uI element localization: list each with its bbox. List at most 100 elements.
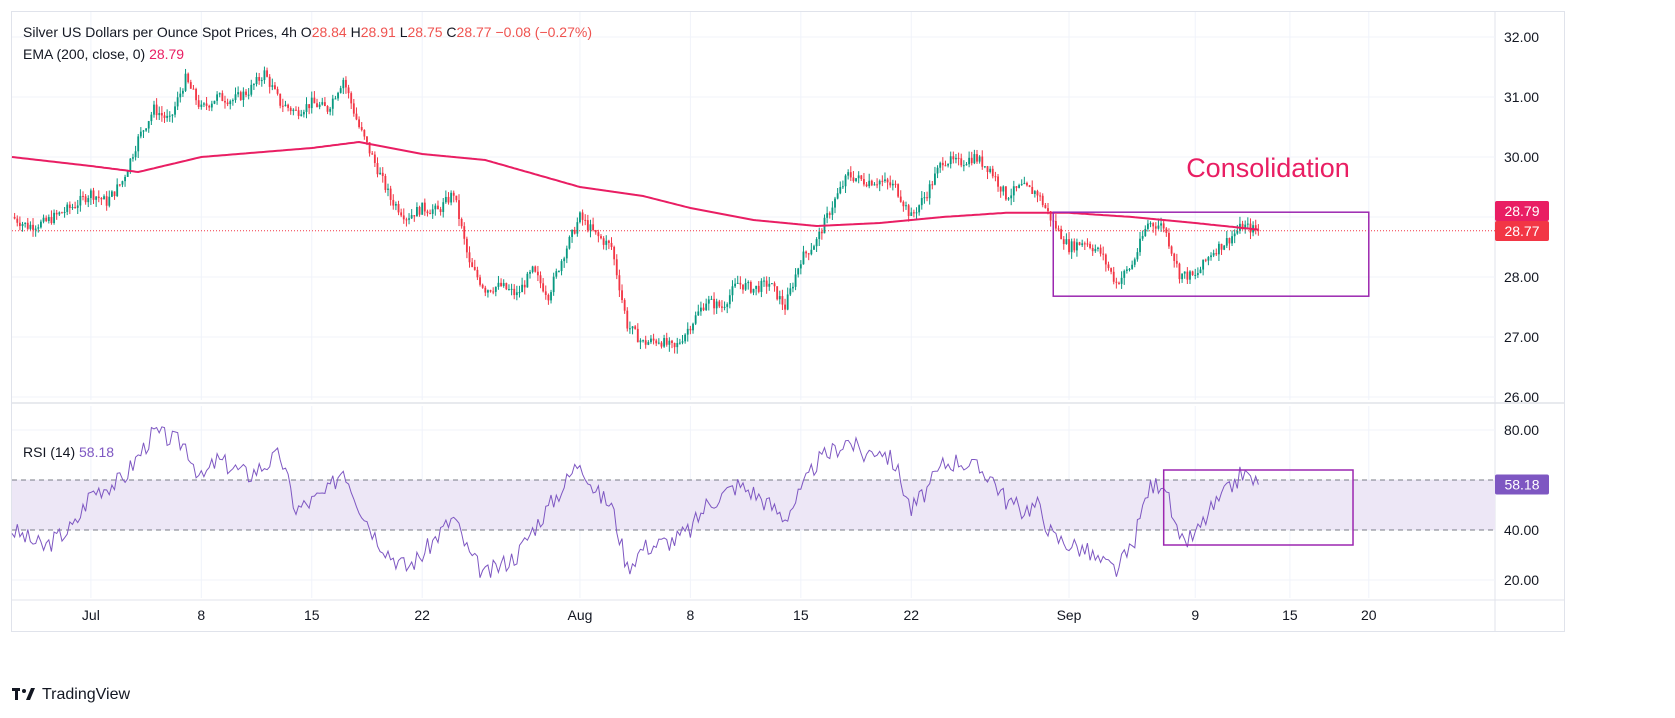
candle-body (618, 275, 621, 291)
candle-body (565, 248, 568, 259)
candle-body (684, 334, 687, 342)
candle (1039, 192, 1042, 202)
candle (721, 300, 723, 313)
candle-body (831, 207, 834, 215)
candle-body (276, 89, 279, 94)
candle-body (692, 323, 694, 331)
candle (952, 151, 955, 164)
candle (89, 188, 92, 205)
candle (891, 179, 894, 191)
candle-body (434, 205, 437, 210)
candle-body (463, 226, 466, 239)
candle-body (189, 82, 192, 89)
candle (47, 214, 50, 224)
candle (510, 283, 513, 296)
candle (694, 311, 697, 326)
candle-body (889, 182, 892, 186)
candle (1073, 238, 1076, 253)
candle-body (936, 167, 939, 174)
candle-body (229, 101, 232, 105)
candle (962, 160, 965, 172)
candle (639, 338, 642, 350)
candle-body (442, 202, 445, 212)
candle-body (352, 103, 355, 114)
candle-body (839, 187, 842, 194)
candle-body (820, 231, 823, 234)
candle (192, 84, 195, 90)
candle (728, 289, 731, 309)
candle (500, 278, 502, 288)
candle (18, 216, 21, 231)
candle-body (84, 196, 87, 203)
candle (132, 153, 134, 162)
candle (229, 99, 232, 110)
candle-body (489, 290, 492, 292)
candle (1041, 193, 1044, 208)
candle-body (329, 108, 332, 112)
candle (815, 237, 818, 253)
candle-body (981, 156, 984, 167)
candle (539, 271, 542, 289)
candle-body (784, 304, 786, 310)
candle (1002, 185, 1005, 196)
candle (92, 187, 95, 205)
candle (124, 174, 126, 187)
candle-body (260, 80, 263, 82)
candle-body (166, 115, 169, 118)
candle (755, 285, 758, 296)
candle-body (16, 218, 19, 223)
candle-body (171, 114, 174, 116)
candle (181, 88, 184, 97)
candle-body (1023, 182, 1026, 185)
candle (997, 174, 999, 192)
candle-body (910, 212, 913, 216)
candle-body (1039, 195, 1042, 197)
candle-body (600, 236, 602, 239)
tradingview-text: TradingView (42, 686, 131, 703)
candle (607, 239, 610, 250)
candle-body (970, 157, 973, 164)
candle-body (576, 222, 579, 234)
candle-body (308, 104, 311, 109)
candle-body (707, 299, 710, 304)
candle-body (153, 104, 155, 115)
candle-body (221, 93, 224, 101)
candle (610, 237, 613, 250)
candle (1086, 238, 1089, 247)
candle (1054, 214, 1057, 232)
price-tick-label: 28.00 (1504, 269, 1539, 285)
candle (1060, 225, 1063, 240)
candle (416, 202, 418, 217)
candle (1223, 244, 1226, 251)
candle (910, 207, 913, 216)
candle-body (718, 301, 721, 307)
candle (16, 215, 19, 227)
candle-body (1049, 211, 1052, 221)
candle (579, 211, 581, 224)
candle (45, 215, 48, 223)
candle (352, 98, 355, 117)
candle-body (807, 253, 810, 255)
candle (458, 194, 460, 227)
candle-body (681, 341, 684, 343)
candle-body (1181, 273, 1184, 280)
candle-body (68, 204, 71, 209)
candle (1141, 230, 1144, 241)
candle (918, 204, 921, 216)
candle (513, 284, 516, 300)
candle-body (163, 115, 166, 118)
close-price-tag: 28.77 (1495, 221, 1549, 241)
candle (1228, 237, 1231, 251)
candle-body (673, 343, 676, 348)
tradingview-logo[interactable]: TradingView (12, 686, 130, 704)
change-value: −0.08 (−0.27%) (495, 24, 592, 40)
candle-body (105, 196, 108, 206)
candle-body (636, 328, 639, 343)
candle (34, 225, 37, 237)
candle (912, 209, 915, 218)
candle-body (266, 70, 268, 77)
candle-body (818, 231, 821, 240)
candle (884, 172, 886, 183)
candle-body (100, 197, 103, 200)
